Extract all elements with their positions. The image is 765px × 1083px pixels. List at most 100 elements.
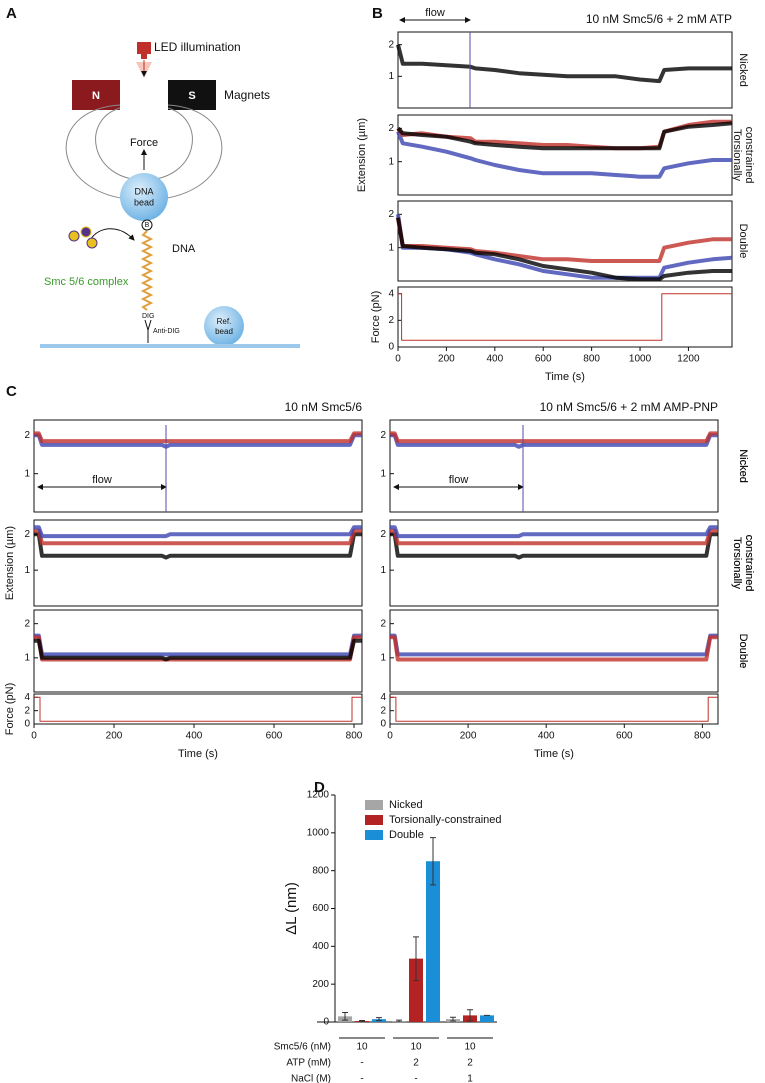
data-line (34, 638, 362, 662)
legend-swatch (365, 815, 383, 825)
y-tick-label: 2 (388, 209, 394, 220)
condition-label: NaCl (M) (291, 1074, 331, 1083)
data-line (390, 635, 718, 662)
plot-frame (397, 286, 733, 348)
anti-dig (144, 319, 152, 343)
row-label: constrained (743, 535, 755, 592)
error-bar (450, 1016, 456, 1022)
bar (409, 958, 423, 1022)
label: DNA (134, 186, 153, 196)
y-tick-label: 4 (388, 288, 394, 299)
condition-label: Smc5/6 (nM) (274, 1042, 331, 1053)
panel-label: C (6, 383, 17, 400)
data-line (34, 532, 362, 560)
y-tick-label: 1 (388, 242, 394, 253)
x-tick-label: 800 (583, 354, 600, 365)
plot-frame (389, 519, 719, 607)
y-tick-label: 1 (388, 156, 394, 167)
x-tick-label: 800 (694, 731, 711, 742)
plot-frame (389, 693, 719, 725)
y-tick-label: 800 (312, 865, 329, 876)
x-axis-label: Time (s) (534, 748, 574, 760)
data-line (34, 525, 362, 539)
data-line (390, 532, 718, 560)
y-tick-label: 1200 (307, 790, 330, 801)
x-tick-label: 1000 (629, 354, 652, 365)
row-label: Double (737, 634, 749, 669)
data-line (34, 431, 362, 444)
label: DNA (172, 243, 196, 255)
y-tick-label: 0 (24, 719, 30, 730)
y-axis-label: Force (pN) (370, 291, 382, 344)
label: S (188, 90, 195, 102)
data-line (34, 696, 362, 722)
x-tick-label: 1200 (677, 354, 700, 365)
y-tick-label: 0 (380, 719, 386, 730)
x-tick-label: 200 (106, 731, 123, 742)
y-axis-label: Extension (µm) (4, 526, 16, 600)
annotation: flow (449, 474, 469, 486)
data-line (396, 217, 732, 263)
error-bar (413, 936, 419, 981)
y-tick-label: 1 (24, 652, 30, 663)
plot-frame (33, 693, 363, 725)
dna (140, 230, 154, 311)
annotation: flow (92, 474, 112, 486)
legend-label: Torsionally-constrained (389, 814, 502, 826)
x-tick-label: 400 (538, 731, 555, 742)
x-tick-label: 200 (438, 354, 455, 365)
chart-title: 10 nM Smc5/6 (285, 400, 363, 414)
x-tick-label: 0 (31, 731, 37, 742)
label: DIG (142, 313, 154, 320)
plot-frame (33, 609, 363, 693)
label: Anti-DIG (153, 328, 180, 335)
data-line (398, 293, 732, 341)
row-label: Nicked (737, 53, 749, 87)
legend-swatch (365, 800, 383, 810)
error-bar (467, 1009, 473, 1022)
condition-value: 10 (410, 1042, 422, 1053)
y-tick-label: 400 (312, 941, 329, 952)
x-tick-label: 200 (460, 731, 477, 742)
bar (426, 861, 440, 1022)
data-line (396, 130, 732, 179)
y-tick-label: 600 (312, 903, 329, 914)
condition-value: - (360, 1058, 363, 1069)
annotation: flow (425, 7, 445, 19)
led (137, 42, 151, 54)
plot-frame (33, 519, 363, 607)
y-tick-label: 2 (380, 529, 386, 540)
error-bar (430, 837, 436, 886)
y-tick-label: 2 (380, 705, 386, 716)
magnet (72, 80, 120, 110)
bar (480, 1015, 494, 1022)
complex (86, 237, 98, 249)
data-line (396, 44, 732, 84)
data-line (390, 525, 718, 539)
label: B (145, 222, 150, 229)
condition-value: 10 (464, 1042, 476, 1053)
label: Smc 5/6 complex (44, 276, 129, 288)
chart-title: 10 nM Smc5/6 + 2 mM AMP-PNP (540, 400, 718, 414)
ref-bead (204, 306, 244, 346)
row-label: Torsionally (731, 129, 743, 181)
label: N (92, 90, 100, 102)
plot-frame (389, 609, 719, 693)
complex (68, 230, 80, 242)
label: LED illumination (154, 40, 241, 54)
row-label: Double (737, 634, 749, 669)
x-tick-label: 0 (387, 731, 393, 742)
x-tick-label: 600 (266, 731, 283, 742)
x-tick-label: 800 (346, 731, 363, 742)
data-line (396, 121, 733, 151)
y-axis-label: ΔL (nm) (283, 882, 300, 935)
x-tick-label: 600 (535, 354, 552, 365)
plot-frame (397, 114, 733, 196)
panel-label: D (314, 779, 325, 796)
dna-bead (120, 173, 168, 221)
y-tick-label: 1 (24, 565, 30, 576)
y-tick-label: 2 (388, 315, 394, 326)
data-line (396, 217, 732, 282)
